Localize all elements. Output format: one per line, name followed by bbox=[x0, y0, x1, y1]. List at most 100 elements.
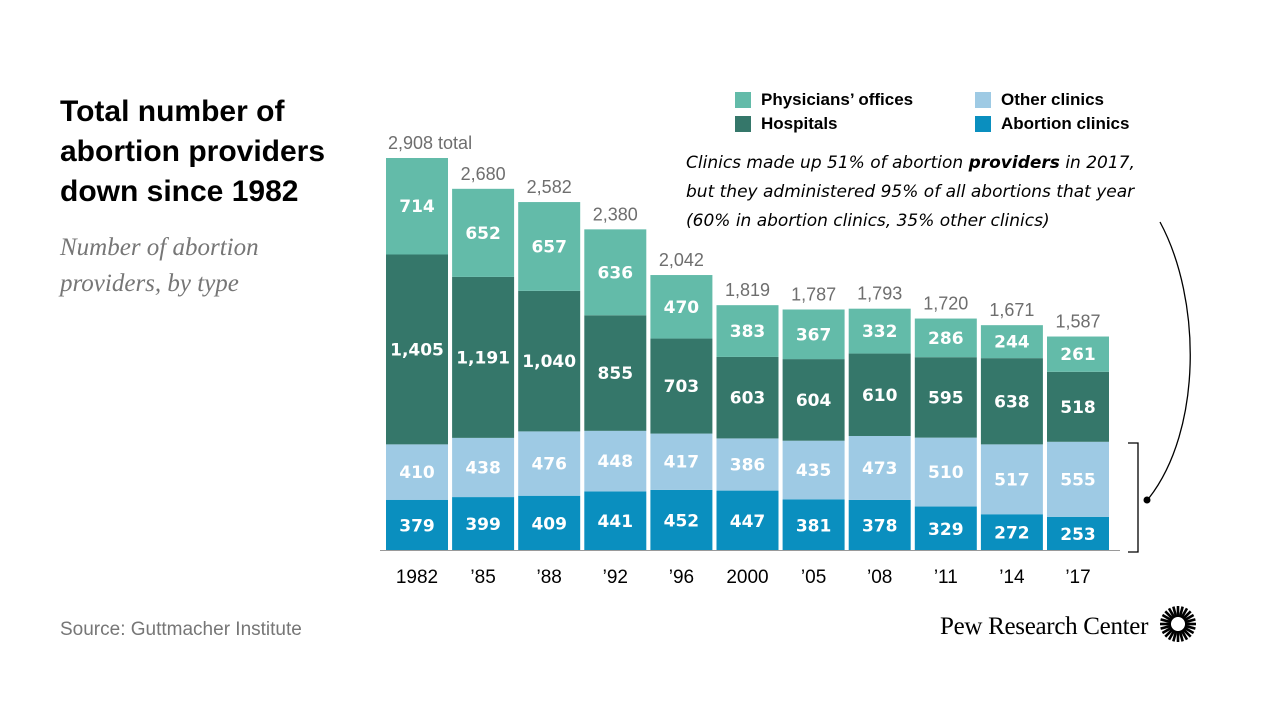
data-label-abortion-clinics-8: 329 bbox=[928, 520, 964, 540]
legend-item-physicians-offices: Physicians’ offices bbox=[735, 90, 975, 110]
legend-item-abortion-clinics: Abortion clinics bbox=[975, 114, 1175, 134]
data-label-hospitals-5: 603 bbox=[730, 389, 766, 409]
data-label-abortion-clinics-10: 253 bbox=[1060, 525, 1096, 545]
annotation-line-3: (60% in abortion clinics, 35% other clin… bbox=[686, 211, 1050, 231]
bar-hospitals-9 bbox=[980, 358, 1043, 445]
x-tick-label-0: 1982 bbox=[396, 567, 438, 588]
legend-label-other-clinics: Other clinics bbox=[1001, 90, 1104, 109]
annotation-line-2: but they administered 95% of all abortio… bbox=[686, 182, 1135, 202]
data-label-abortion-clinics-3: 441 bbox=[598, 512, 634, 532]
data-label-hospitals-2: 1,040 bbox=[522, 352, 576, 372]
data-label-other-clinics-4: 417 bbox=[664, 453, 700, 473]
data-label-other-clinics-1: 438 bbox=[465, 458, 501, 478]
bar-physicians-offices-6 bbox=[782, 309, 845, 360]
bar-hospitals-10 bbox=[1047, 371, 1109, 442]
bar-physicians-offices-7 bbox=[848, 308, 911, 354]
total-label-7: 1,793 bbox=[857, 284, 902, 304]
x-tick-label-2: ’88 bbox=[537, 567, 562, 588]
bar-hospitals-3 bbox=[584, 315, 647, 431]
data-label-other-clinics-8: 510 bbox=[928, 463, 964, 483]
legend-swatch-hospitals bbox=[735, 116, 751, 132]
x-tick-labels-group: 1982 ’85 ’88 ’92 ’96 2000 ’05 ’08 ’11 ’14 ’17 bbox=[396, 567, 1091, 588]
legend-swatch-abortion-clinics bbox=[975, 116, 991, 132]
data-label-physicians-offices-7: 332 bbox=[862, 322, 898, 342]
chart-subtitle: Number of abortion providers, by type bbox=[60, 234, 259, 297]
legend-item-hospitals: Hospitals bbox=[735, 114, 975, 134]
total-label-6: 1,787 bbox=[791, 284, 836, 304]
bar-physicians-offices-4 bbox=[650, 275, 713, 339]
data-label-abortion-clinics-4: 452 bbox=[664, 511, 700, 531]
bar-physicians-offices-3 bbox=[584, 229, 647, 316]
bar-hospitals-1 bbox=[452, 276, 515, 438]
x-tick-label-6: ’05 bbox=[801, 567, 826, 588]
brand: Pew Research Center bbox=[940, 604, 1198, 649]
bar-other-clinics-2 bbox=[518, 431, 581, 496]
data-label-physicians-offices-6: 367 bbox=[796, 325, 832, 345]
bar-physicians-offices-0 bbox=[386, 158, 448, 255]
bar-other-clinics-8 bbox=[914, 437, 977, 507]
data-label-abortion-clinics-1: 399 bbox=[465, 515, 501, 535]
chart-title: Total number of abortion providers down … bbox=[60, 95, 326, 208]
bar-abortion-clinics-0 bbox=[386, 499, 448, 551]
legend-label-hospitals: Hospitals bbox=[761, 114, 838, 133]
legend: Physicians’ offices Other clinics Hospit… bbox=[735, 90, 1195, 134]
bar-other-clinics-3 bbox=[584, 430, 647, 492]
data-label-hospitals-3: 855 bbox=[598, 364, 634, 384]
bar-hospitals-5 bbox=[716, 356, 779, 439]
bar-abortion-clinics-5 bbox=[716, 490, 779, 551]
data-label-abortion-clinics-5: 447 bbox=[730, 512, 766, 532]
data-label-physicians-offices-1: 652 bbox=[465, 224, 501, 244]
brand-name: Pew Research Center bbox=[940, 612, 1149, 640]
segment-labels-group: 379 410 1,405 714 399 438 1,191 652 409 476 1,040 6… bbox=[390, 197, 1096, 545]
annotation-line-1-post: in 2017, bbox=[1059, 153, 1135, 173]
bar-physicians-offices-9 bbox=[980, 325, 1043, 359]
data-label-physicians-offices-3: 636 bbox=[598, 263, 634, 283]
x-tick-label-3: ’92 bbox=[603, 567, 628, 588]
bar-physicians-offices-10 bbox=[1047, 336, 1109, 372]
bar-abortion-clinics-10 bbox=[1047, 516, 1109, 551]
data-label-hospitals-1: 1,191 bbox=[456, 348, 510, 368]
data-label-hospitals-0: 1,405 bbox=[390, 340, 444, 360]
legend-item-other-clinics: Other clinics bbox=[975, 90, 1175, 110]
data-label-physicians-offices-8: 286 bbox=[928, 329, 964, 349]
annotation-line-1: Clinics made up 51% of abortion provider… bbox=[686, 149, 1246, 178]
bar-abortion-clinics-8 bbox=[914, 506, 977, 551]
annotation-line-1-pre: Clinics made up 51% of abortion bbox=[686, 153, 969, 173]
annotation-connector-line bbox=[1148, 221, 1191, 499]
bars-group bbox=[386, 158, 1109, 551]
data-label-abortion-clinics-2: 409 bbox=[531, 514, 567, 534]
data-label-hospitals-9: 638 bbox=[994, 392, 1030, 412]
bar-other-clinics-6 bbox=[782, 440, 845, 500]
bar-other-clinics-5 bbox=[716, 438, 779, 491]
bar-other-clinics-4 bbox=[650, 433, 713, 490]
bar-hospitals-6 bbox=[782, 359, 845, 441]
data-label-other-clinics-9: 517 bbox=[994, 470, 1030, 490]
data-label-physicians-offices-2: 657 bbox=[531, 237, 567, 257]
data-label-other-clinics-7: 473 bbox=[862, 459, 898, 479]
data-label-physicians-offices-4: 470 bbox=[664, 298, 700, 318]
annotation-connector-dot bbox=[1143, 496, 1151, 504]
total-label-4: 2,042 bbox=[659, 250, 704, 270]
total-label-3: 2,380 bbox=[593, 204, 638, 224]
data-label-hospitals-6: 604 bbox=[796, 391, 832, 411]
legend-label-physicians-offices: Physicians’ offices bbox=[761, 90, 914, 109]
bar-hospitals-7 bbox=[848, 353, 911, 436]
data-label-physicians-offices-9: 244 bbox=[994, 333, 1030, 353]
bar-physicians-offices-5 bbox=[716, 305, 779, 357]
data-label-abortion-clinics-9: 272 bbox=[994, 524, 1030, 544]
x-tick-label-4: ’96 bbox=[669, 567, 694, 588]
bar-other-clinics-7 bbox=[848, 435, 911, 500]
bar-abortion-clinics-2 bbox=[518, 495, 581, 551]
bar-other-clinics-0 bbox=[386, 444, 448, 500]
x-tick-label-1: ’85 bbox=[470, 567, 495, 588]
data-label-other-clinics-6: 435 bbox=[796, 461, 832, 481]
bar-abortion-clinics-9 bbox=[980, 514, 1043, 551]
data-label-other-clinics-2: 476 bbox=[531, 455, 567, 475]
data-label-other-clinics-10: 555 bbox=[1060, 470, 1096, 490]
total-label-2: 2,582 bbox=[527, 177, 572, 197]
bar-other-clinics-9 bbox=[980, 444, 1043, 515]
total-label-8: 1,720 bbox=[923, 294, 968, 314]
legend-swatch-physicians-offices bbox=[735, 92, 751, 108]
legend-swatch-other-clinics bbox=[975, 92, 991, 108]
